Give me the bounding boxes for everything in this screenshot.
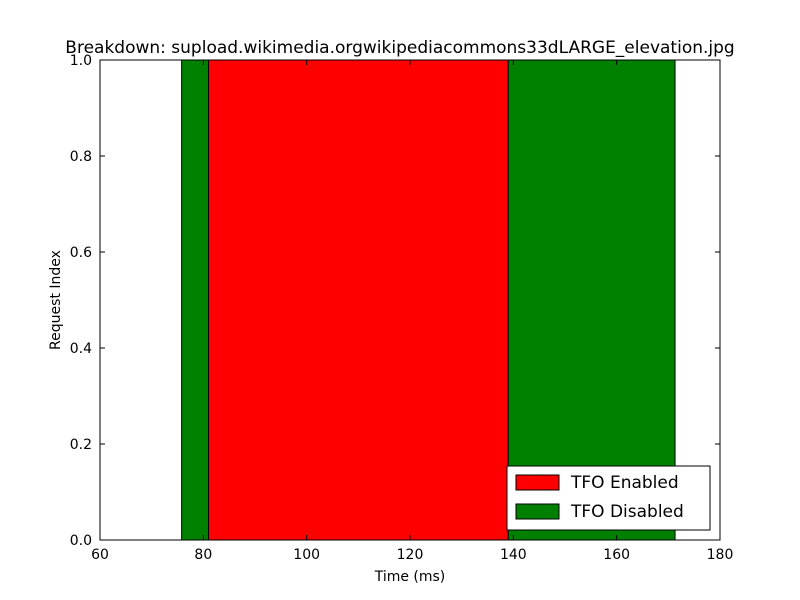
chart-title: Breakdown: supload.wikimedia.orgwikipedi… xyxy=(65,38,734,58)
legend-swatch xyxy=(515,503,560,520)
y-tick-label: 0.0 xyxy=(70,533,92,549)
bar-tfo-enabled xyxy=(208,59,509,541)
y-axis-label: Request Index xyxy=(48,250,64,350)
y-tick-label: 0.8 xyxy=(70,149,92,165)
y-tick-label: 0.2 xyxy=(70,437,92,453)
legend-label: TFO Enabled xyxy=(570,473,679,493)
axis-ticks: 60 80 100 120 140 160 180 0.0 0.2 0.4 0.6 0.8 1.0 xyxy=(70,53,734,563)
x-tick-label: 140 xyxy=(500,547,527,563)
chart-marks xyxy=(181,59,676,541)
y-tick-label: 1.0 xyxy=(70,53,92,69)
legend-swatch xyxy=(515,474,560,491)
y-tick-label: 0.4 xyxy=(70,341,92,357)
x-tick-label: 100 xyxy=(293,547,320,563)
y-tick-label: 0.6 xyxy=(70,245,92,261)
x-tick-label: 120 xyxy=(397,547,424,563)
x-tick-label: 80 xyxy=(194,547,212,563)
legend-label: TFO Disabled xyxy=(570,502,684,522)
legend: TFO Enabled TFO Disabled xyxy=(506,465,711,531)
x-tick-label: 180 xyxy=(707,547,734,563)
x-axis-label: Time (ms) xyxy=(374,569,446,585)
x-tick-label: 60 xyxy=(91,547,109,563)
x-tick-label: 160 xyxy=(603,547,630,563)
